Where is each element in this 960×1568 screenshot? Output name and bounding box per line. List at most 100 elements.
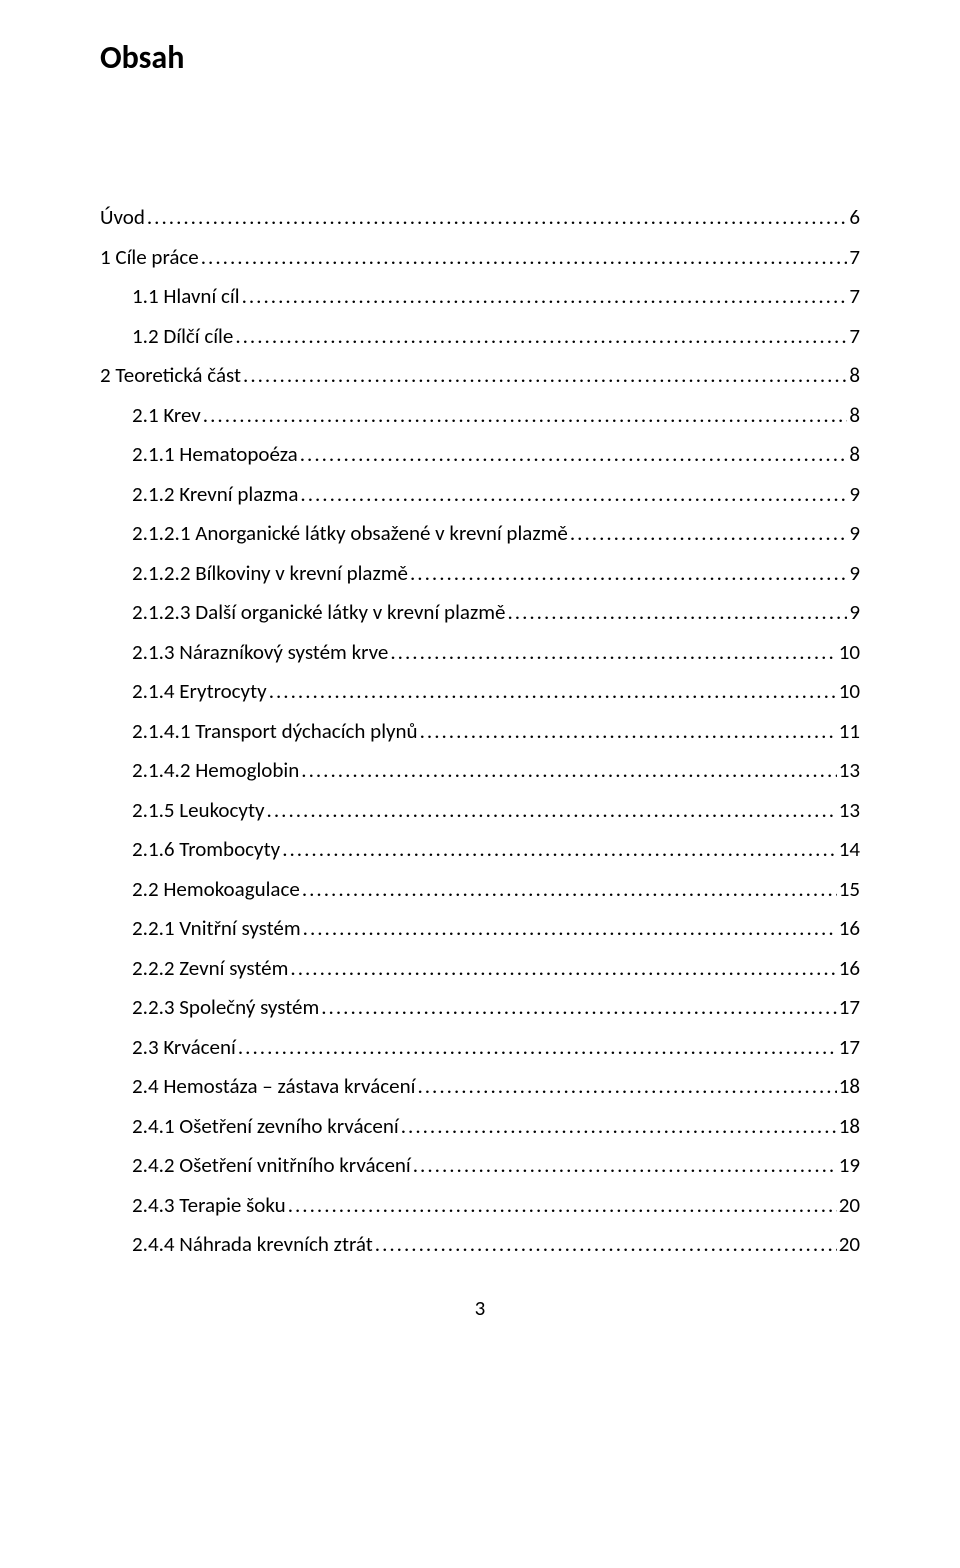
- toc-entry-label: 2 Teoretická část: [100, 365, 241, 386]
- toc-entry-page: 9: [849, 484, 860, 505]
- toc-entry-page: 19: [839, 1155, 860, 1176]
- toc-entry-label: 1.1 Hlavní cíl: [132, 286, 240, 307]
- toc-leader-dots: [300, 484, 847, 505]
- toc-leader-dots: [401, 1116, 837, 1137]
- toc-entry-page: 16: [839, 918, 860, 939]
- toc-entry-label: 2.1.6 Trombocyty: [132, 839, 280, 860]
- toc-row: 2.2.1 Vnitřní systém 16: [100, 918, 860, 939]
- toc-row: 2.4.1 Ošetření zevního krvácení 18: [100, 1116, 860, 1137]
- toc-leader-dots: [417, 1076, 836, 1097]
- toc-row: 2.1.2 Krevní plazma 9: [100, 484, 860, 505]
- toc-entry-page: 13: [839, 800, 860, 821]
- toc-entry-label: 2.2 Hemokoagulace: [132, 879, 300, 900]
- toc-entry-label: 2.3 Krvácení: [132, 1037, 236, 1058]
- toc-entry-page: 7: [849, 326, 860, 347]
- toc-row: Úvod 6: [100, 207, 860, 228]
- toc-leader-dots: [507, 602, 847, 623]
- toc-leader-dots: [390, 642, 836, 663]
- toc-entry-label: 2.4 Hemostáza – zástava krvácení: [132, 1076, 415, 1097]
- page-number: 3: [100, 1295, 860, 1321]
- toc-row: 2.1.2.2 Bílkoviny v krevní plazmě9: [100, 563, 860, 584]
- toc-entry-page: 7: [849, 247, 860, 268]
- toc-entry-label: 2.1.2 Krevní plazma: [132, 484, 298, 505]
- toc-entry-page: 15: [839, 879, 860, 900]
- toc-row: 2.1.5 Leukocyty 13: [100, 800, 860, 821]
- toc-row: 2.2 Hemokoagulace 15: [100, 879, 860, 900]
- page-title: Obsah: [100, 38, 860, 77]
- toc-entry-label: 2.1.5 Leukocyty: [132, 800, 265, 821]
- toc-entry-label: 2.4.1 Ošetření zevního krvácení: [132, 1116, 399, 1137]
- toc-leader-dots: [303, 918, 837, 939]
- toc-leader-dots: [201, 247, 848, 268]
- toc-entry-label: 2.2.3 Společný systém: [132, 997, 319, 1018]
- toc-entry-label: 2.1.4.1 Transport dýchacích plynů: [132, 721, 418, 742]
- toc-leader-dots: [420, 721, 837, 742]
- table-of-contents: Úvod61 Cíle práce71.1 Hlavní cíl71.2 Díl…: [100, 207, 860, 1255]
- toc-leader-dots: [288, 1195, 837, 1216]
- toc-entry-label: 2.1.3 Nárazníkový systém krve: [132, 642, 388, 663]
- toc-entry-page: 9: [849, 523, 860, 544]
- toc-entry-label: 2.1.2.1 Anorganické látky obsažené v kre…: [132, 523, 568, 544]
- toc-leader-dots: [302, 879, 837, 900]
- toc-entry-page: 17: [839, 1037, 860, 1058]
- toc-entry-page: 16: [839, 958, 860, 979]
- toc-row: 2.1 Krev 8: [100, 405, 860, 426]
- toc-entry-page: 8: [849, 405, 860, 426]
- toc-leader-dots: [203, 405, 848, 426]
- toc-row: 2.1.4.1 Transport dýchacích plynů 11: [100, 721, 860, 742]
- toc-leader-dots: [235, 326, 847, 347]
- toc-row: 2.2.3 Společný systém 17: [100, 997, 860, 1018]
- toc-row: 2.4 Hemostáza – zástava krvácení18: [100, 1076, 860, 1097]
- toc-leader-dots: [570, 523, 847, 544]
- toc-entry-label: 2.1.4.2 Hemoglobin: [132, 760, 299, 781]
- toc-entry-label: 2.2.1 Vnitřní systém: [132, 918, 301, 939]
- toc-entry-label: 2.4.4 Náhrada krevních ztrát: [132, 1234, 373, 1255]
- toc-row: 2.4.4 Náhrada krevních ztrát 20: [100, 1234, 860, 1255]
- toc-row: 2.4.2 Ošetření vnitřního krvácení 19: [100, 1155, 860, 1176]
- toc-entry-page: 18: [839, 1116, 860, 1137]
- toc-entry-page: 7: [849, 286, 860, 307]
- toc-row: 1.2 Dílčí cíle 7: [100, 326, 860, 347]
- toc-entry-label: 1 Cíle práce: [100, 247, 199, 268]
- toc-leader-dots: [413, 1155, 837, 1176]
- toc-entry-page: 10: [839, 642, 860, 663]
- toc-leader-dots: [300, 444, 848, 465]
- toc-entry-page: 17: [839, 997, 860, 1018]
- toc-row: 2.1.3 Nárazníkový systém krve 10: [100, 642, 860, 663]
- toc-entry-page: 9: [849, 563, 860, 584]
- toc-entry-label: Úvod: [100, 207, 145, 228]
- toc-row: 1.1 Hlavní cíl 7: [100, 286, 860, 307]
- toc-entry-page: 13: [839, 760, 860, 781]
- toc-row: 2.1.6 Trombocyty 14: [100, 839, 860, 860]
- toc-leader-dots: [282, 839, 837, 860]
- toc-entry-label: 2.1.2.3 Další organické látky v krevní p…: [132, 602, 505, 623]
- toc-entry-page: 6: [849, 207, 860, 228]
- toc-entry-page: 11: [839, 721, 860, 742]
- toc-leader-dots: [267, 800, 837, 821]
- toc-row: 2.1.2.3 Další organické látky v krevní p…: [100, 602, 860, 623]
- toc-entry-label: 2.1 Krev: [132, 405, 201, 426]
- toc-leader-dots: [238, 1037, 837, 1058]
- toc-entry-label: 2.4.3 Terapie šoku: [132, 1195, 286, 1216]
- toc-row: 2.3 Krvácení 17: [100, 1037, 860, 1058]
- toc-row: 2.4.3 Terapie šoku20: [100, 1195, 860, 1216]
- toc-row: 2.1.2.1 Anorganické látky obsažené v kre…: [100, 523, 860, 544]
- toc-entry-page: 8: [849, 365, 860, 386]
- toc-entry-label: 2.4.2 Ošetření vnitřního krvácení: [132, 1155, 411, 1176]
- toc-entry-label: 2.1.4 Erytrocyty: [132, 681, 267, 702]
- toc-leader-dots: [301, 760, 836, 781]
- toc-row: 1 Cíle práce 7: [100, 247, 860, 268]
- toc-entry-page: 14: [839, 839, 860, 860]
- toc-entry-page: 9: [849, 602, 860, 623]
- toc-row: 2.1.4 Erytrocyty10: [100, 681, 860, 702]
- toc-entry-page: 20: [839, 1234, 860, 1255]
- toc-entry-label: 1.2 Dílčí cíle: [132, 326, 233, 347]
- toc-leader-dots: [375, 1234, 837, 1255]
- toc-entry-label: 2.1.1 Hematopoéza: [132, 444, 298, 465]
- toc-row: 2.1.1 Hematopoéza8: [100, 444, 860, 465]
- toc-row: 2.1.4.2 Hemoglobin 13: [100, 760, 860, 781]
- toc-row: 2.2.2 Zevní systém16: [100, 958, 860, 979]
- toc-leader-dots: [269, 681, 837, 702]
- toc-leader-dots: [243, 365, 847, 386]
- toc-leader-dots: [321, 997, 836, 1018]
